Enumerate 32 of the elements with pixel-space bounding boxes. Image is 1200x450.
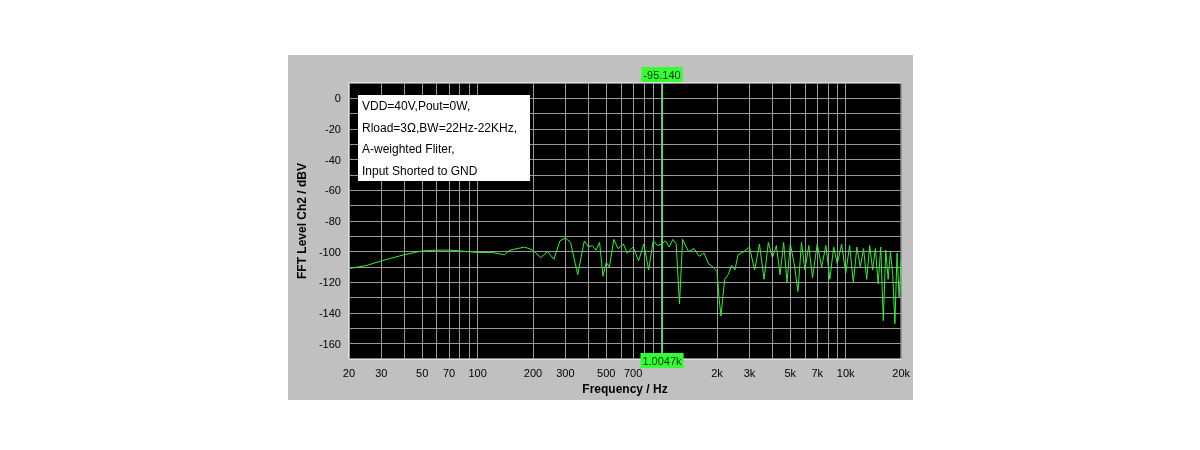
x-tick-label: 10k: [836, 366, 856, 379]
y-tick-label: -120: [318, 276, 341, 289]
y-tick-label: -100: [318, 245, 341, 258]
annotation: VDD=40V,Pout=0W,: [362, 99, 471, 113]
y-tick-label: 0: [334, 92, 341, 105]
x-tick-label: 5k: [784, 366, 797, 379]
annotation: Rload=3Ω,BW=22Hz-22KHz,: [362, 120, 518, 135]
annotation: A-weighted Fliter,: [362, 142, 455, 156]
y-tick-label: -60: [325, 184, 341, 197]
y-tick-label: -80: [325, 215, 341, 227]
y-axis-title: FFT Level Ch2 / dBV: [295, 162, 309, 280]
y-tick-label: -20: [325, 123, 341, 135]
x-tick-label: 3k: [743, 366, 756, 379]
y-tick-label: -40: [325, 153, 341, 166]
x-tick-label: 300: [556, 366, 575, 379]
x-tick-label: 20: [342, 366, 356, 379]
x-tick-label: 30: [375, 366, 388, 379]
x-tick-label: 70: [442, 366, 456, 379]
annotation: Input Shorted to GND: [362, 163, 478, 178]
x-tick-label: 2k: [711, 366, 724, 379]
x-tick-label: 20k: [892, 366, 911, 379]
y-tick-label: -140: [318, 307, 341, 319]
text: -95.140: [643, 68, 681, 81]
x-tick-label: 50: [416, 366, 429, 379]
x-axis-title: Frequency / Hz: [582, 382, 668, 396]
x-tick-label: 100: [468, 366, 487, 379]
x-tick-label: 200: [523, 366, 543, 379]
x-tick-label: 700: [623, 366, 643, 379]
y-tick-label: -160: [318, 337, 341, 350]
x-tick-label: 500: [597, 366, 616, 379]
x-tick-label: 7k: [811, 366, 824, 379]
ref-line-label: 1.0047k: [642, 354, 683, 367]
